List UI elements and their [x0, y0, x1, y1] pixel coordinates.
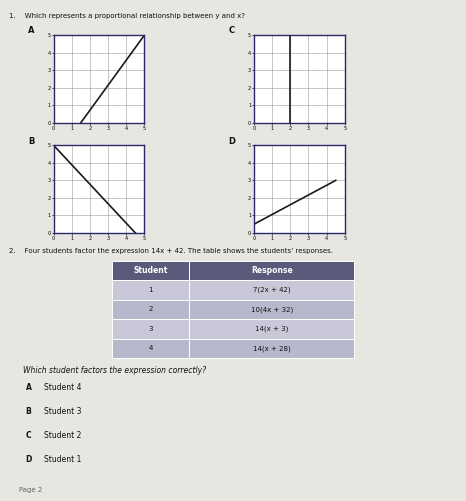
Text: Student 4: Student 4	[44, 383, 82, 392]
Text: Response: Response	[251, 266, 293, 275]
Bar	[112, 300, 189, 319]
Bar	[112, 280, 189, 300]
Bar	[112, 339, 189, 358]
Bar	[112, 319, 189, 339]
Text: 4: 4	[149, 346, 153, 351]
Text: Student 2: Student 2	[44, 431, 82, 440]
Text: 3: 3	[148, 326, 153, 332]
Text: Student 3: Student 3	[44, 407, 82, 416]
Text: 14(x + 28): 14(x + 28)	[253, 345, 291, 352]
Bar	[189, 339, 354, 358]
Bar	[189, 300, 354, 319]
Bar	[189, 319, 354, 339]
Bar	[189, 280, 354, 300]
Text: C: C	[228, 27, 235, 35]
Text: A: A	[28, 27, 34, 35]
Text: C: C	[26, 431, 31, 440]
Text: Student: Student	[133, 266, 168, 275]
Text: Page 2: Page 2	[19, 487, 42, 493]
Text: 7(2x + 42): 7(2x + 42)	[253, 287, 291, 293]
Text: 2: 2	[149, 307, 153, 312]
Bar	[189, 261, 354, 280]
Text: 14(x + 3): 14(x + 3)	[255, 326, 288, 332]
Text: B: B	[26, 407, 31, 416]
Text: Student 1: Student 1	[44, 455, 82, 464]
Text: 1.    Which represents a proportional relationship between y and x?: 1. Which represents a proportional relat…	[9, 13, 245, 19]
Text: D: D	[26, 455, 32, 464]
Text: 2.    Four students factor the expression 14x + 42. The table shows the students: 2. Four students factor the expression 1…	[9, 248, 333, 254]
Text: 1: 1	[148, 287, 153, 293]
Text: A: A	[26, 383, 32, 392]
Text: Which student factors the expression correctly?: Which student factors the expression cor…	[23, 366, 206, 375]
Bar	[112, 261, 189, 280]
Text: D: D	[228, 137, 235, 145]
Text: B: B	[28, 137, 34, 145]
Text: 10(4x + 32): 10(4x + 32)	[251, 306, 293, 313]
